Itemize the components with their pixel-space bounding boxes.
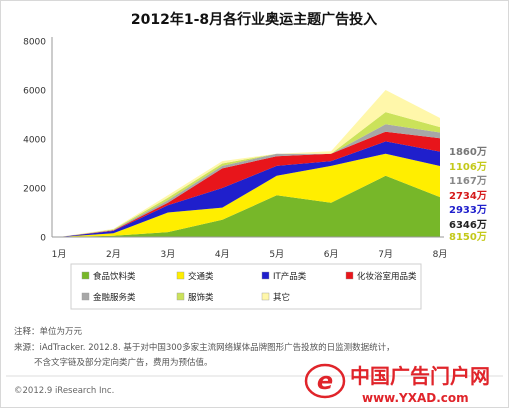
legend-label-0: 食品饮料类 <box>93 271 136 282</box>
legend-label-6: 其它 <box>273 292 290 303</box>
copyright: ©2012.9 iResearch Inc. <box>14 386 114 396</box>
note-unit: 注释：单位为万元 <box>14 326 83 337</box>
x-tick-label-2: 3月 <box>160 249 175 260</box>
plot-area <box>59 90 440 237</box>
chart-title: 2012年1-8月各行业奥运主题广告投入 <box>131 11 377 28</box>
end-label-6: 8150万 <box>449 231 487 243</box>
legend-box <box>70 263 422 310</box>
area-series-4 <box>59 124 440 237</box>
end-label-4: 2933万 <box>449 204 487 216</box>
x-tick-label-3: 4月 <box>215 249 230 260</box>
watermark-url: www.YXAD.com <box>362 391 469 405</box>
legend-swatch-1 <box>176 271 185 280</box>
legend-swatch-4 <box>81 292 90 301</box>
x-axis: 1月 2月 3月 4月 5月 6月 7月 8月 <box>52 236 448 260</box>
watermark-main: 中国广告门户网 <box>350 364 490 388</box>
x-tick-label-7: 8月 <box>433 249 448 260</box>
x-tick-label-6: 7月 <box>378 249 393 260</box>
legend-label-4: 金融服务类 <box>93 292 136 303</box>
area-series-3 <box>59 131 440 237</box>
area-series-1 <box>59 153 440 237</box>
y-tick-label-2: 4000 <box>23 136 46 146</box>
watermark-logo-icon <box>304 363 346 399</box>
legend-swatch-2 <box>261 271 270 280</box>
legend-label-1: 交通类 <box>188 271 214 282</box>
legend-swatch-5 <box>176 292 185 301</box>
end-label-2: 1167万 <box>449 175 487 187</box>
y-axis: 0 2000 4000 6000 8000 <box>23 37 53 244</box>
legend-swatch-0 <box>81 271 90 280</box>
legend-swatch-6 <box>261 292 270 301</box>
y-tick-label-0: 0 <box>40 234 46 244</box>
x-tick-label-1: 2月 <box>106 249 121 260</box>
area-series-0 <box>59 175 440 237</box>
end-label-1: 1106万 <box>449 161 487 173</box>
legend-label-5: 服饰类 <box>188 292 214 303</box>
x-tick-label-5: 6月 <box>324 249 339 260</box>
legend-swatch-3 <box>345 271 354 280</box>
x-tick-label-4: 5月 <box>269 249 284 260</box>
note-source-line2: 不含文字链及部分定向类广告，费用为预估值。 <box>34 357 213 368</box>
legend-label-3: 化妆浴室用品类 <box>357 271 417 282</box>
note-source-line1: 来源：iAdTracker. 2012.8. 基于对中国300多家主流网络媒体品… <box>14 342 395 353</box>
area-series-2 <box>59 141 440 237</box>
y-tick-label-3: 6000 <box>23 87 46 97</box>
area-series-6 <box>59 90 440 237</box>
x-tick-label-0: 1月 <box>52 249 67 260</box>
watermark: e 中国广告门户网 www.YXAD.com <box>304 363 490 405</box>
y-tick-label-4: 8000 <box>23 38 46 48</box>
watermark-logo-letter: e <box>317 367 333 395</box>
end-label-0: 1860万 <box>449 146 487 158</box>
area-series-5 <box>59 112 440 237</box>
end-label-5: 6346万 <box>449 219 487 231</box>
end-label-3: 2734万 <box>449 190 487 202</box>
legend-label-2: IT产品类 <box>273 271 307 282</box>
y-tick-label-1: 2000 <box>23 185 46 195</box>
